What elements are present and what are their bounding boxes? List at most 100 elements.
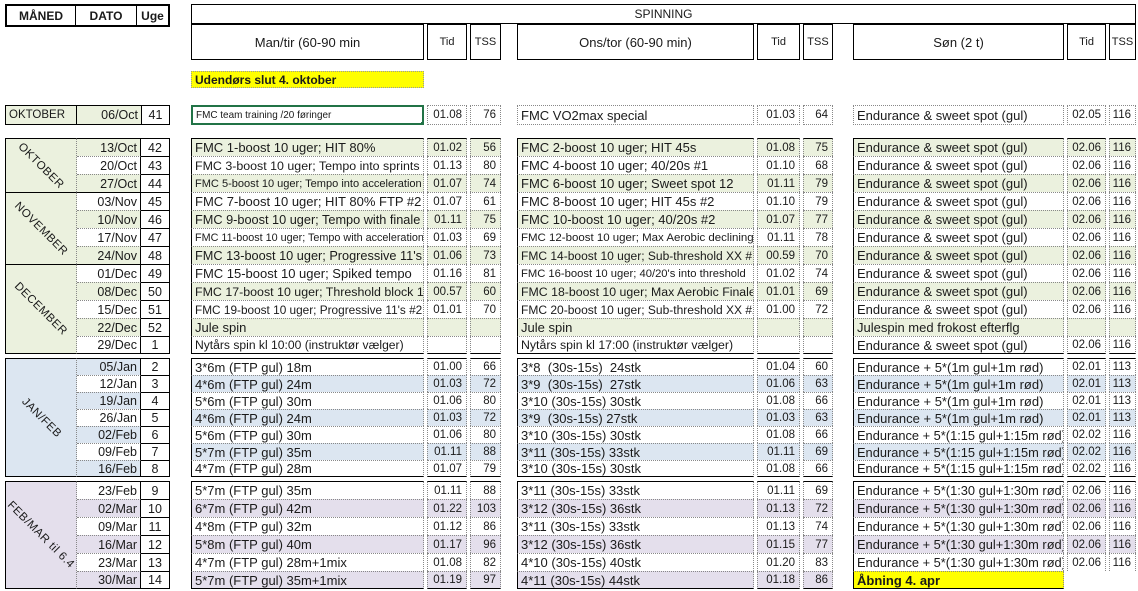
tss-cell[interactable]: 116 — [1109, 282, 1136, 300]
tss-cell[interactable]: 80 — [470, 392, 501, 409]
dato-header[interactable]: DATO — [76, 6, 137, 25]
workout-cell[interactable]: FMC 20-boost 10 uger; Sub-threshold XX #… — [517, 300, 754, 318]
workout-cell[interactable]: Endurance & sweet spot (gul) — [853, 264, 1064, 282]
week-cell[interactable]: 9 — [141, 481, 170, 499]
tid-cell[interactable]: 00.57 — [427, 282, 467, 300]
month-label[interactable]: DECEMBER — [5, 264, 77, 354]
tss-cell[interactable]: 116 — [1109, 499, 1136, 517]
workout-cell[interactable]: Endurance & sweet spot (gul) — [853, 246, 1064, 264]
tss-cell[interactable]: 116 — [1109, 300, 1136, 318]
workout-cell[interactable]: 4*11 (30s-15s) 44stk — [517, 571, 754, 589]
workout-cell[interactable]: FMC 11-boost 10 uger; Tempo with acceler… — [191, 228, 424, 246]
date-cell[interactable]: 16/Feb — [77, 460, 141, 477]
date-cell[interactable]: 20/Oct — [77, 156, 141, 174]
tid-cell[interactable]: 01.11 — [427, 443, 467, 460]
column-header-ons-tor[interactable]: Ons/tor (60-90 min) — [517, 24, 754, 60]
week-cell[interactable]: 47 — [141, 228, 170, 246]
month-label[interactable]: NOVEMBER — [5, 192, 77, 264]
workout-cell[interactable]: 3*10 (30s-15s) 30stk — [517, 392, 754, 409]
workout-cell[interactable]: Endurance + 5*(1m gul+1m rød) — [853, 409, 1064, 426]
tss-cell[interactable]: 73 — [470, 246, 501, 264]
week-cell[interactable]: 43 — [141, 156, 170, 174]
week-cell[interactable]: 10 — [141, 499, 170, 517]
date-cell[interactable]: 09/Feb — [77, 443, 141, 460]
tss-cell[interactable]: 116 — [1109, 443, 1136, 460]
workout-cell[interactable]: 5*7m (FTP gul) 35m+1mix — [191, 571, 424, 589]
tid-cell[interactable]: 02.06 — [1067, 246, 1106, 264]
workout-cell[interactable]: 5*6m (FTP gul) 30m — [191, 392, 424, 409]
tid-cell[interactable]: 01.10 — [757, 156, 800, 174]
workout-cell[interactable]: FMC 2-boost 10 uger; HIT 45s — [517, 138, 754, 156]
tss-cell[interactable]: 76 — [470, 105, 501, 125]
tss-cell[interactable]: 116 — [1109, 460, 1136, 477]
tss-cell[interactable]: 116 — [1109, 426, 1136, 443]
workout-cell[interactable]: Endurance & sweet spot (gul) — [853, 105, 1064, 125]
workout-cell[interactable]: FMC 6-boost 10 uger; Sweet spot 12 — [517, 174, 754, 192]
tid-cell[interactable]: 01.08 — [757, 138, 800, 156]
workout-cell[interactable]: 4*7m (FTP gul) 28m+1mix — [191, 553, 424, 571]
tid-cell[interactable]: 01.00 — [427, 358, 467, 375]
week-cell[interactable]: 42 — [141, 138, 170, 156]
workout-cell[interactable]: FMC 12-boost 10 uger; Max Aerobic declin… — [517, 228, 754, 246]
workout-cell[interactable]: Endurance + 5*(1:30 gul+1:30m rød) — [853, 535, 1064, 553]
tss-cell[interactable]: 116 — [1109, 156, 1136, 174]
workout-cell[interactable]: Endurance + 5*(1m gul+1m rød) — [853, 392, 1064, 409]
workout-cell[interactable]: Endurance & sweet spot (gul) — [853, 192, 1064, 210]
tid-cell[interactable]: 01.18 — [757, 571, 800, 589]
tss-cell[interactable]: 79 — [803, 174, 833, 192]
tid-cell[interactable]: 01.07 — [427, 192, 467, 210]
workout-cell[interactable]: 3*11 (30s-15s) 33stk — [517, 443, 754, 460]
tss-cell[interactable]: 81 — [470, 264, 501, 282]
outdoor-note-cell[interactable]: Udendørs slut 4. oktober — [191, 71, 424, 88]
workout-cell[interactable]: Jule spin — [517, 318, 754, 336]
tss-cell[interactable]: 69 — [470, 228, 501, 246]
workout-cell[interactable]: Endurance + 5*(1m gul+1m rød) — [853, 375, 1064, 392]
tid-cell[interactable]: 01.13 — [757, 517, 800, 535]
tss-cell[interactable]: 63 — [803, 375, 833, 392]
tss-cell[interactable] — [470, 318, 501, 336]
tss-cell[interactable]: 77 — [803, 535, 833, 553]
week-cell[interactable]: 8 — [141, 460, 170, 477]
tid-cell[interactable]: 01.10 — [757, 192, 800, 210]
tid-cell[interactable]: 02.06 — [1067, 517, 1106, 535]
workout-cell[interactable]: FMC 7-boost 10 uger; HIT 80% FTP #2 — [191, 192, 424, 210]
column-header-son[interactable]: Søn (2 t) — [853, 24, 1064, 60]
date-cell[interactable]: 08/Dec — [77, 282, 141, 300]
tid-cell[interactable]: 02.06 — [1067, 300, 1106, 318]
tss-cell[interactable]: 63 — [803, 409, 833, 426]
tid-cell[interactable]: 02.06 — [1067, 264, 1106, 282]
month-label[interactable]: FEB/MAR til 6.4 — [5, 481, 77, 589]
tss-cell[interactable]: 88 — [470, 481, 501, 499]
tss-cell[interactable] — [1109, 318, 1136, 336]
tss-cell[interactable]: 77 — [803, 210, 833, 228]
workout-cell[interactable]: Endurance & sweet spot (gul) — [853, 210, 1064, 228]
tid-cell[interactable]: 01.08 — [757, 460, 800, 477]
week-cell[interactable]: 46 — [141, 210, 170, 228]
tid-cell[interactable]: 02.01 — [1067, 358, 1106, 375]
fill-handle[interactable] — [420, 121, 422, 123]
date-cell[interactable]: 06/Oct — [77, 105, 141, 125]
date-cell[interactable]: 17/Nov — [77, 228, 141, 246]
tid-cell[interactable]: 02.02 — [1067, 443, 1106, 460]
workout-cell[interactable]: 4*8m (FTP gul) 32m — [191, 517, 424, 535]
tss-cell[interactable]: 116 — [1109, 535, 1136, 553]
workout-cell[interactable]: Endurance + 5*(1:30 gul+1:30m rød) — [853, 553, 1064, 571]
tid-cell[interactable]: 01.03 — [427, 375, 467, 392]
workout-cell[interactable]: Endurance & sweet spot (gul) — [853, 156, 1064, 174]
tid-cell[interactable]: 01.01 — [427, 300, 467, 318]
workout-cell[interactable]: FMC 1-boost 10 uger; HIT 80% — [191, 138, 424, 156]
tid-cell[interactable] — [757, 318, 800, 336]
tid-cell[interactable]: 01.11 — [757, 228, 800, 246]
tid-cell[interactable]: 01.07 — [427, 174, 467, 192]
tss-cell[interactable]: 113 — [1109, 409, 1136, 426]
date-cell[interactable]: 23/Mar — [77, 553, 141, 571]
workout-cell[interactable]: FMC 10-boost 10 uger; 40/20s #2 — [517, 210, 754, 228]
tss-cell[interactable] — [803, 318, 833, 336]
workout-cell[interactable]: FMC 3-boost 10 uger; Tempo into sprints — [191, 156, 424, 174]
week-cell[interactable]: 44 — [141, 174, 170, 192]
tid-cell[interactable]: 01.16 — [427, 264, 467, 282]
workout-cell[interactable]: FMC 5-boost 10 uger; Tempo into accelera… — [191, 174, 424, 192]
tss-cell[interactable]: 86 — [470, 517, 501, 535]
date-cell[interactable]: 10/Nov — [77, 210, 141, 228]
workout-cell[interactable]: FMC VO2max special — [517, 105, 754, 125]
